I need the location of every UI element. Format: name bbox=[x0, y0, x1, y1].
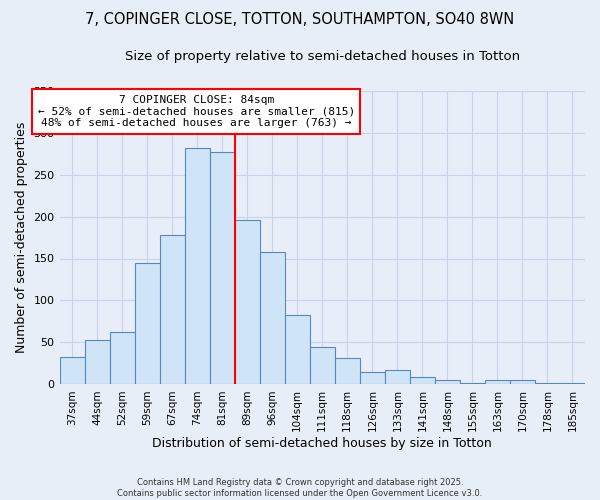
Y-axis label: Number of semi-detached properties: Number of semi-detached properties bbox=[15, 122, 28, 353]
Bar bbox=[285, 315, 310, 384]
Bar bbox=[59, 356, 85, 384]
Bar bbox=[385, 370, 410, 384]
Bar bbox=[560, 383, 585, 384]
Text: Contains HM Land Registry data © Crown copyright and database right 2025.
Contai: Contains HM Land Registry data © Crown c… bbox=[118, 478, 482, 498]
Text: 7 COPINGER CLOSE: 84sqm
← 52% of semi-detached houses are smaller (815)
48% of s: 7 COPINGER CLOSE: 84sqm ← 52% of semi-de… bbox=[38, 95, 355, 128]
Bar bbox=[460, 383, 485, 384]
Bar bbox=[410, 377, 435, 384]
Bar bbox=[310, 346, 335, 385]
Bar bbox=[185, 148, 209, 384]
Bar bbox=[485, 380, 510, 384]
Bar bbox=[510, 380, 535, 384]
Bar bbox=[110, 332, 134, 384]
Bar bbox=[535, 383, 560, 384]
Bar bbox=[160, 235, 185, 384]
X-axis label: Distribution of semi-detached houses by size in Totton: Distribution of semi-detached houses by … bbox=[152, 437, 492, 450]
Bar bbox=[260, 252, 285, 384]
Bar bbox=[134, 262, 160, 384]
Bar bbox=[235, 220, 260, 384]
Bar bbox=[335, 358, 360, 384]
Title: Size of property relative to semi-detached houses in Totton: Size of property relative to semi-detach… bbox=[125, 50, 520, 63]
Bar bbox=[360, 372, 385, 384]
Bar bbox=[209, 152, 235, 384]
Bar bbox=[435, 380, 460, 384]
Bar bbox=[85, 340, 110, 384]
Text: 7, COPINGER CLOSE, TOTTON, SOUTHAMPTON, SO40 8WN: 7, COPINGER CLOSE, TOTTON, SOUTHAMPTON, … bbox=[85, 12, 515, 28]
